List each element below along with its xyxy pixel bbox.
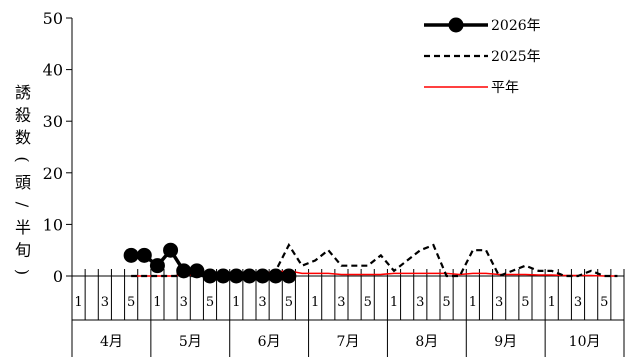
legend-item: 平年 — [424, 80, 519, 96]
pentad-label: 1 — [74, 295, 82, 310]
month-label: 9月 — [494, 334, 517, 350]
y-axis-ticks: 0 10 20 30 40 50 — [43, 9, 72, 286]
legend-label: 平年 — [491, 80, 519, 96]
month-label: 10月 — [569, 334, 601, 350]
pentad-label: 5 — [442, 295, 450, 310]
series-layer — [123, 242, 618, 284]
data-point — [228, 268, 244, 284]
y-axis-label-char: 殺 — [15, 106, 31, 125]
month-label: 5月 — [179, 334, 202, 350]
data-point — [149, 258, 165, 274]
y-axis-label-char: 旬 — [15, 241, 31, 260]
pentad-label: 5 — [521, 295, 529, 310]
pentad-label: 5 — [127, 295, 135, 310]
data-point — [268, 268, 284, 284]
pentad-label: 1 — [469, 295, 477, 310]
pentad-label: 3 — [180, 295, 188, 310]
pentad-label: 5 — [285, 295, 293, 310]
pentad-label: 5 — [600, 295, 608, 310]
pentad-label: 3 — [495, 295, 503, 310]
pentad-label: 3 — [416, 295, 424, 310]
pentad-label: 1 — [548, 295, 556, 310]
pentad-label: 5 — [364, 295, 372, 310]
pentad-label: 5 — [206, 295, 214, 310]
month-label: 6月 — [258, 334, 281, 350]
data-point — [176, 263, 192, 279]
y-axis-label-char: 半 — [15, 218, 31, 237]
pentad-label: 3 — [337, 295, 345, 310]
series-0 — [123, 242, 297, 284]
data-point — [202, 268, 218, 284]
y-tick-label: 0 — [53, 267, 63, 286]
pentad-label: 1 — [390, 295, 398, 310]
pentad-label: 3 — [101, 295, 109, 310]
month-label: 7月 — [337, 334, 360, 350]
month-label: 8月 — [415, 334, 438, 350]
data-point — [189, 263, 205, 279]
data-point — [255, 268, 271, 284]
y-tick-label: 30 — [43, 112, 63, 131]
y-tick-label: 20 — [43, 164, 63, 183]
y-tick-label: 10 — [43, 215, 63, 234]
y-axis-label-char: ( — [13, 156, 32, 162]
y-axis-label-char: / — [13, 202, 32, 208]
legend-item: 2026年 — [424, 17, 541, 34]
pentad-label: 1 — [232, 295, 240, 310]
y-axis-label-char: 頭 — [15, 173, 31, 192]
data-point — [163, 242, 179, 258]
pentad-label: 1 — [153, 295, 161, 310]
data-point — [241, 268, 257, 284]
legend-label: 2025年 — [491, 49, 541, 65]
month-label: 4月 — [100, 334, 123, 350]
pentad-label: 3 — [258, 295, 266, 310]
legend-marker — [448, 17, 464, 33]
data-point — [123, 247, 139, 263]
data-point — [136, 247, 152, 263]
legend-label: 2026年 — [491, 18, 541, 34]
pentad-label: 3 — [574, 295, 582, 310]
y-axis-label-char: 誘 — [15, 83, 31, 102]
y-axis-label-char: 数 — [15, 128, 31, 147]
y-tick-label: 50 — [43, 9, 63, 28]
data-point — [215, 268, 231, 284]
legend-item: 2025年 — [424, 49, 541, 65]
y-axis-label: 誘殺数 ( 頭 / 半旬) — [13, 83, 32, 275]
y-axis-label-char: ) — [13, 269, 32, 275]
data-point — [281, 268, 297, 284]
y-tick-label: 40 — [43, 61, 63, 80]
pentad-label: 1 — [311, 295, 319, 310]
x-axis-categories: 1 3 5 4月 1 3 5 5月 1 3 5 6月 1 3 5 7月 1 3 5 8月 1 3 5 9月 1 3 5 10月 — [71, 269, 625, 357]
